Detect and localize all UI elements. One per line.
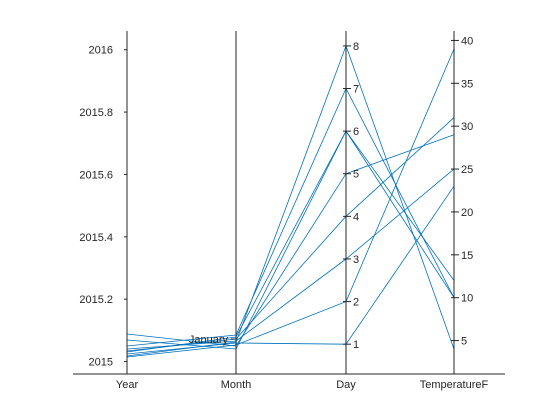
tick-label-temperaturef-1: 10 xyxy=(461,293,473,305)
series-line-1 xyxy=(126,185,455,355)
tick-label-temperaturef-2: 15 xyxy=(461,250,473,262)
tick-label-month-0: January xyxy=(189,334,229,346)
tick-label-day-3: 4 xyxy=(353,211,359,223)
series-layer xyxy=(126,44,455,358)
tick-label-year-0: 2015 xyxy=(89,357,113,369)
tick-label-day-4: 5 xyxy=(353,169,359,181)
axis-label-day: Day xyxy=(336,379,356,391)
axis-label-temperaturef: TemperatureF xyxy=(420,379,489,391)
series-line-9 xyxy=(126,44,455,357)
axis-label-year: Year xyxy=(116,379,139,391)
tick-label-day-1: 2 xyxy=(353,297,359,309)
tick-label-year-3: 2015.6 xyxy=(79,169,113,181)
tick-label-day-5: 6 xyxy=(353,126,359,138)
axes-layer: Year20152015.22015.42015.62015.82016Mont… xyxy=(73,31,505,391)
tick-label-day-0: 1 xyxy=(353,339,359,351)
series-line-4 xyxy=(126,117,455,352)
tick-label-year-1: 2015.2 xyxy=(79,294,113,306)
series-line-8 xyxy=(126,87,455,347)
tick-label-temperaturef-4: 25 xyxy=(461,164,473,176)
tick-label-temperaturef-6: 35 xyxy=(461,78,473,90)
tick-label-year-5: 2016 xyxy=(89,45,113,57)
tick-label-day-7: 8 xyxy=(353,41,359,53)
tick-label-day-2: 3 xyxy=(353,254,359,266)
tick-label-temperaturef-3: 20 xyxy=(461,207,473,219)
tick-label-year-2: 2015.4 xyxy=(79,232,113,244)
series-line-7 xyxy=(126,130,455,350)
tick-label-year-4: 2015.8 xyxy=(79,107,113,119)
axis-label-month: Month xyxy=(221,379,252,391)
tick-label-temperaturef-0: 5 xyxy=(461,336,467,348)
tick-label-day-6: 7 xyxy=(353,84,359,96)
series-line-5 xyxy=(126,134,455,347)
tick-label-temperaturef-5: 30 xyxy=(461,121,473,133)
series-line-2 xyxy=(126,48,455,358)
tick-label-temperaturef-7: 40 xyxy=(461,35,473,47)
